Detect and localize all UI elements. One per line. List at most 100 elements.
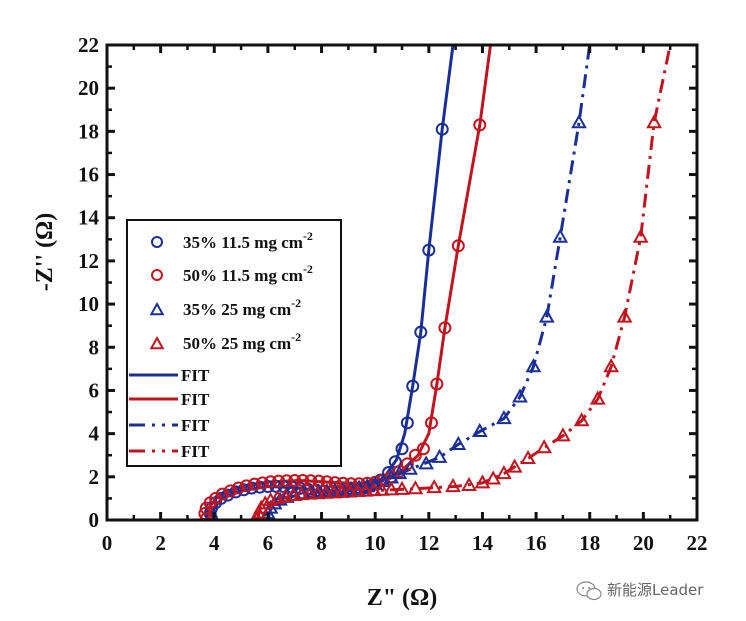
watermark-text: 新能源Leader — [607, 581, 704, 599]
data-point-triangle — [552, 228, 569, 243]
x-tick-label: 8 — [316, 531, 327, 555]
data-point-circle — [395, 442, 409, 456]
y-tick-label: 10 — [78, 292, 99, 316]
data-point-triangle — [450, 435, 467, 450]
y-tick-label: 2 — [89, 465, 100, 489]
wechat-icon — [576, 581, 602, 601]
legend-label: FIT — [181, 366, 210, 385]
data-point-triangle — [365, 482, 382, 497]
data-point-circle — [416, 442, 430, 456]
legend-circle-marker — [151, 269, 163, 281]
data-point-circle — [451, 239, 465, 253]
y-tick-label: 6 — [89, 378, 100, 402]
data-point-circle — [422, 243, 436, 257]
data-point-triangle — [431, 448, 448, 463]
legend-label: FIT — [181, 390, 210, 409]
x-tick-label: 22 — [687, 531, 708, 555]
y-tick-label: 14 — [78, 206, 100, 230]
data-point-triangle — [520, 449, 536, 465]
data-point-triangle — [471, 422, 488, 438]
data-point-circle — [438, 321, 452, 335]
x-tick-label: 10 — [365, 531, 386, 555]
legend-label: 35% 11.5 mg cm-2 — [183, 229, 313, 252]
data-point-triangle — [506, 458, 523, 473]
data-point-triangle — [285, 486, 302, 501]
legend-item: FIT — [129, 366, 210, 385]
data-point-triangle — [573, 412, 590, 427]
data-point-triangle — [536, 439, 553, 454]
data-point-triangle — [341, 483, 358, 498]
series-layer — [198, 45, 672, 520]
data-point-circle — [408, 448, 422, 462]
x-tick-label: 20 — [633, 531, 654, 555]
data-point-circle — [430, 377, 444, 391]
data-point-circle — [288, 473, 302, 487]
legend-item: FIT — [129, 416, 210, 435]
data-point-circle — [215, 487, 229, 501]
legend-item: 50% 11.5 mg cm-2 — [151, 262, 313, 285]
data-point-triangle — [349, 482, 366, 498]
data-point-triangle — [555, 427, 571, 442]
x-tick-label: 2 — [155, 531, 166, 555]
legend-label: 50% 25 mg cm-2 — [183, 330, 301, 353]
data-point-circle — [473, 118, 487, 132]
legend-label: FIT — [181, 416, 210, 435]
data-point-triangle — [253, 499, 270, 514]
data-point-triangle — [426, 479, 443, 494]
data-point-triangle — [277, 488, 294, 503]
legend-label: 35% 25 mg cm-2 — [183, 296, 301, 319]
data-point-triangle — [646, 114, 662, 129]
data-point-triangle — [407, 480, 424, 495]
y-tick-label: 8 — [89, 335, 100, 359]
data-point-triangle — [485, 470, 502, 485]
data-point-circle — [272, 474, 286, 488]
legend-triangle-marker — [149, 335, 165, 350]
y-tick-label: 12 — [78, 249, 99, 273]
data-point-triangle — [325, 484, 342, 499]
data-point-triangle — [525, 358, 542, 373]
legend-items: 35% 11.5 mg cm-2 50% 11.5 mg cm-2 35% 25 m… — [129, 229, 313, 461]
legend-item: 35% 25 mg cm-2 — [149, 296, 301, 319]
data-point-triangle — [383, 481, 400, 496]
y-tick-label: 0 — [89, 508, 100, 532]
data-point-circle — [425, 416, 438, 430]
data-point-triangle — [391, 465, 408, 480]
data-point-triangle — [512, 388, 528, 403]
legend-item: FIT — [129, 442, 210, 461]
ticks-layer: 0 2 4 6 8 10 12 14 16 18 20 22 0 2 4 6 8 10 12 14 16 18 20 22 — [78, 33, 708, 555]
data-point-circle — [223, 484, 237, 498]
x-tick-label: 4 — [209, 531, 220, 555]
data-point-triangle — [616, 308, 633, 323]
x-tick-label: 12 — [418, 531, 439, 555]
y-tick-label: 18 — [78, 119, 99, 143]
legend: 35% 11.5 mg cm-2 50% 11.5 mg cm-2 35% 25 m… — [126, 219, 342, 467]
data-point-circle — [264, 475, 278, 489]
legend-item: 35% 11.5 mg cm-2 — [151, 229, 313, 252]
x-axis-title: Z" (Ω) — [367, 585, 438, 611]
data-point-circle — [406, 379, 420, 393]
y-tick-label: 4 — [89, 422, 100, 446]
data-point-triangle — [496, 409, 512, 425]
data-point-triangle — [603, 358, 620, 373]
data-point-triangle — [589, 390, 606, 405]
legend-item: 50% 25 mg cm-2 — [149, 330, 301, 353]
data-point-triangle — [357, 482, 374, 497]
data-point-triangle — [538, 308, 555, 323]
data-point-triangle — [333, 483, 350, 498]
data-point-triangle — [402, 460, 418, 475]
data-point-triangle — [301, 485, 318, 500]
data-point-circle — [256, 476, 270, 490]
data-point-triangle — [394, 480, 410, 495]
data-point-triangle — [309, 485, 326, 500]
fit-line-6 — [266, 45, 592, 520]
x-tick-label: 18 — [579, 531, 600, 555]
data-point-triangle — [461, 476, 477, 492]
data-point-circle — [435, 122, 449, 136]
data-point-circle — [400, 416, 414, 430]
data-point-triangle — [262, 499, 279, 514]
legend-triangle-marker — [149, 301, 165, 316]
data-point-circle — [231, 481, 245, 495]
data-point-circle — [280, 474, 294, 488]
legend-circle-marker — [151, 236, 163, 248]
